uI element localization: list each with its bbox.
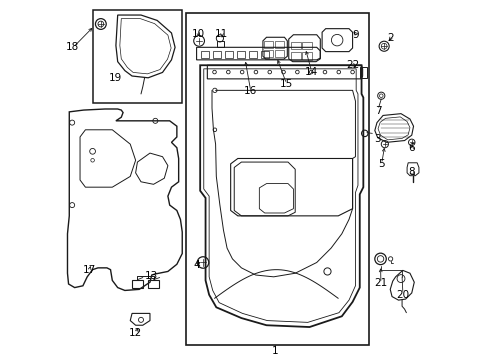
Bar: [213, 50, 221, 58]
Text: 17: 17: [82, 265, 96, 275]
Bar: [249, 50, 257, 58]
Bar: [217, 41, 224, 46]
Text: 20: 20: [396, 291, 409, 301]
Bar: [132, 280, 143, 288]
Text: 22: 22: [346, 59, 359, 69]
Bar: [302, 41, 313, 49]
Text: 16: 16: [244, 86, 257, 96]
Text: 21: 21: [374, 278, 387, 288]
Text: 3: 3: [374, 135, 381, 144]
Bar: [186, 13, 368, 345]
Bar: [302, 51, 313, 59]
Bar: [291, 51, 300, 59]
Text: 13: 13: [145, 271, 158, 281]
Text: 18: 18: [66, 42, 79, 52]
Bar: [264, 50, 273, 57]
Text: 11: 11: [215, 29, 228, 39]
Bar: [275, 41, 284, 48]
Bar: [237, 50, 245, 58]
Text: 5: 5: [378, 159, 385, 169]
Text: 10: 10: [192, 29, 205, 39]
Text: 14: 14: [305, 67, 318, 77]
Bar: [261, 50, 269, 58]
Text: 2: 2: [387, 33, 393, 43]
Text: 9: 9: [353, 30, 360, 40]
Bar: [225, 50, 233, 58]
Bar: [361, 67, 367, 78]
Bar: [275, 50, 284, 57]
Text: 19: 19: [109, 73, 122, 83]
Bar: [201, 50, 209, 58]
Bar: [93, 10, 182, 103]
Text: 8: 8: [409, 167, 415, 177]
Bar: [291, 41, 300, 49]
Text: 7: 7: [375, 106, 382, 116]
Bar: [148, 280, 159, 288]
Text: 1: 1: [272, 346, 279, 356]
Bar: [264, 41, 273, 48]
Text: 12: 12: [129, 328, 142, 338]
Text: 6: 6: [409, 143, 415, 153]
Text: 15: 15: [280, 79, 293, 89]
Text: 4: 4: [193, 260, 200, 270]
